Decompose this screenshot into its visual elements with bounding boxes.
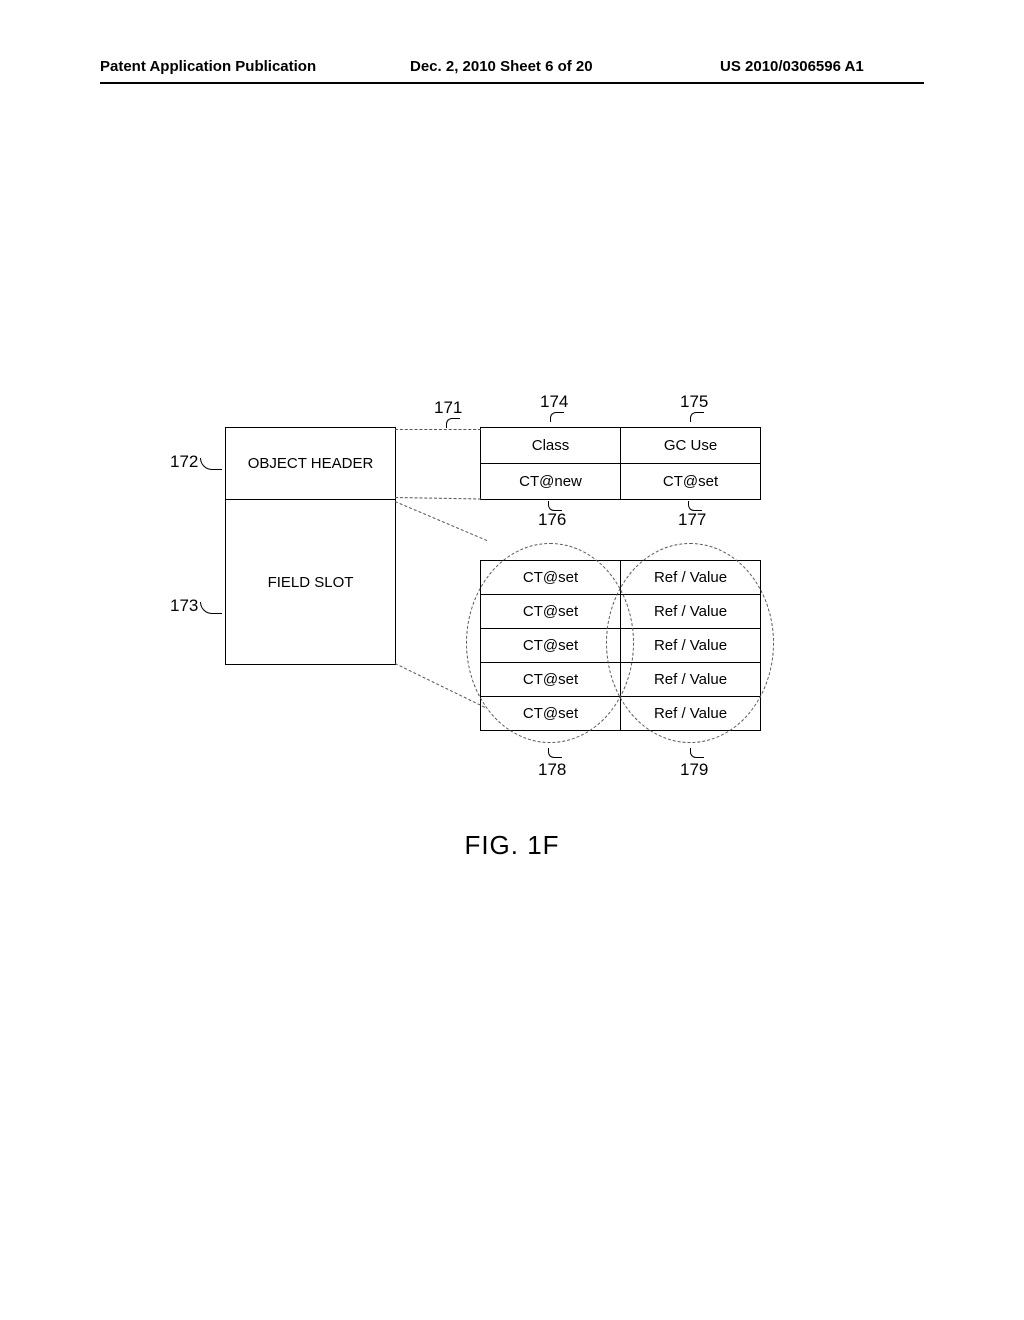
leader-tick (688, 501, 702, 511)
hdr-detail-cell: CT@set (621, 464, 761, 500)
ref-178: 178 (538, 760, 566, 780)
header-rule (100, 82, 924, 84)
leader-curve (200, 602, 222, 614)
leader-tick (446, 418, 460, 428)
figure-caption: FIG. 1F (0, 830, 1024, 861)
header-left: Patent Application Publication (100, 58, 316, 75)
ref-179: 179 (680, 760, 708, 780)
header-mid: Dec. 2, 2010 Sheet 6 of 20 (410, 58, 593, 75)
leader-tick (690, 412, 704, 422)
object-header-cell: OBJECT HEADER (226, 428, 396, 500)
ref-171: 171 (434, 398, 462, 418)
ref-177: 177 (678, 510, 706, 530)
ref-172: 172 (170, 452, 198, 472)
hdr-detail-cell: GC Use (621, 428, 761, 464)
leader-tick (548, 748, 562, 758)
dash-connector (395, 429, 481, 430)
dash-ellipse-right (606, 543, 774, 743)
object-structure-table: OBJECT HEADER FIELD SLOT (225, 427, 396, 665)
ref-175: 175 (680, 392, 708, 412)
field-slot-cell: FIELD SLOT (226, 500, 396, 665)
ref-174: 174 (540, 392, 568, 412)
ref-173: 173 (170, 596, 198, 616)
ref-176: 176 (538, 510, 566, 530)
dash-connector (395, 501, 487, 541)
header-right: US 2010/0306596 A1 (720, 58, 864, 75)
leader-tick (690, 748, 704, 758)
header-detail-table: Class GC Use CT@new CT@set (480, 427, 761, 500)
page: Patent Application Publication Dec. 2, 2… (0, 0, 1024, 1320)
leader-tick (550, 412, 564, 422)
leader-tick (548, 501, 562, 511)
leader-curve (200, 458, 222, 470)
dash-connector (395, 497, 481, 500)
hdr-detail-cell: CT@new (481, 464, 621, 500)
hdr-detail-cell: Class (481, 428, 621, 464)
